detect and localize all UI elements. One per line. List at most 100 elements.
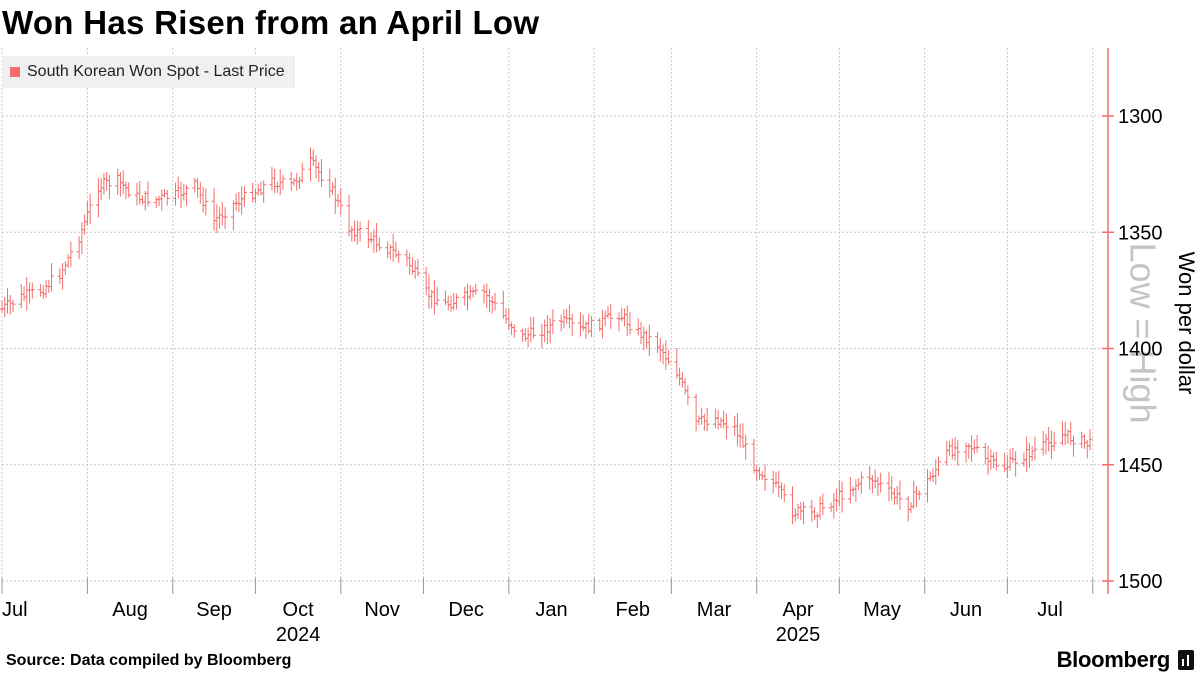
ohlc-bar (24, 276, 30, 311)
ohlc-bar (27, 282, 33, 304)
source-note: Source: Data compiled by Bloomberg (6, 652, 292, 669)
ohlc-bar (396, 250, 402, 263)
ohlc-bar (963, 442, 969, 463)
ohlc-bar (415, 258, 421, 277)
y-tick-label: 1400 (1118, 339, 1163, 361)
ohlc-bar (274, 181, 280, 193)
x-tick-label: Aug (112, 599, 148, 621)
ohlc-bar (60, 262, 66, 290)
ohlc-bar (1062, 421, 1068, 446)
x-tick-label: Oct (283, 599, 315, 621)
y-tick-label: 1500 (1118, 571, 1163, 593)
ohlc-bar (988, 449, 994, 470)
ohlc-bar (332, 177, 338, 214)
ohlc-bar (442, 290, 448, 306)
x-tick-label: May (863, 599, 901, 621)
ohlc-bar (586, 313, 592, 334)
ohlc-bar (258, 181, 264, 196)
ohlc-bar (663, 340, 669, 370)
ohlc-bar (602, 310, 608, 327)
ohlc-bar (511, 324, 517, 338)
ohlc-bar (239, 186, 245, 215)
ohlc-bar (1007, 448, 1013, 471)
ohlc-bar (222, 207, 228, 229)
ohlc-bar (817, 496, 823, 520)
bloomberg-logo: Bloomberg (1057, 647, 1194, 673)
ohlc-bar (1081, 434, 1087, 449)
x-tick-label: Feb (616, 599, 650, 621)
ohlc-bar (878, 472, 884, 493)
ohlc-bar (481, 284, 487, 304)
ohlc-bar (679, 372, 685, 388)
ohlc-bar (451, 292, 457, 311)
ohlc-bar (677, 367, 683, 386)
ohlc-bar (387, 244, 393, 260)
ohlc-bar (181, 183, 187, 201)
ohlc-bar (597, 317, 603, 332)
ohlc-bar (236, 191, 242, 213)
ohlc-bar (296, 176, 302, 189)
ohlc-bar (219, 202, 225, 226)
x-tick-label: Jul (1037, 599, 1063, 621)
y-axis-label: Won per dollar (1174, 252, 1199, 395)
ohlc-bar (660, 344, 666, 365)
x-tick-label: Apr (782, 599, 813, 621)
x-tick-label: Dec (448, 599, 484, 621)
ohlc-bar (87, 193, 93, 225)
ohlc-bar (927, 471, 933, 482)
ohlc-bar (272, 168, 278, 194)
ohlc-bar (288, 171, 294, 192)
ohlc-bar (1032, 436, 1038, 461)
ohlc-bar (214, 204, 220, 234)
ohlc-bar (522, 328, 528, 342)
ohlc-bar (872, 469, 878, 489)
bloomberg-chart-icon (1178, 650, 1194, 670)
ohlc-bar (558, 314, 564, 332)
ohlc-bar (770, 470, 776, 494)
ohlc-bar (1084, 440, 1090, 459)
brand-name: Bloomberg (1056, 647, 1171, 672)
ohlc-bar (65, 254, 71, 269)
ohlc-bar (313, 155, 319, 179)
ohlc-bar (588, 315, 594, 337)
ohlc-bar (261, 180, 267, 204)
ohlc-bar (754, 464, 760, 481)
ohlc-bar (599, 309, 605, 339)
ohlc-bar (49, 263, 55, 292)
ohlc-bar (916, 490, 922, 500)
ohlc-bar (156, 195, 162, 207)
ohlc-bar (203, 188, 209, 216)
ohlc-bar (966, 443, 972, 459)
ohlc-bar (773, 471, 779, 488)
ohlc-bar (740, 423, 746, 449)
ohlc-bar (1046, 427, 1052, 452)
legend-label: South Korean Won Spot - Last Price (27, 63, 285, 80)
ohlc-bar (619, 307, 625, 322)
ohlc-bar (834, 488, 840, 512)
ohlc-bar (462, 286, 468, 306)
ohlc-bar (836, 480, 842, 507)
ohlc-bar (1024, 436, 1030, 473)
ohlc-bar (76, 236, 82, 260)
ohlc-bar (993, 451, 999, 471)
ohlc-bar (159, 189, 165, 211)
ohlc-bar (801, 501, 807, 525)
ohlc-bar (470, 287, 476, 298)
x-ticks: Jul Aug Sep Oct Nov Dec Jan Feb Mar Apr May Jun Jul 2… (1, 578, 1094, 646)
ohlc-bar (542, 319, 548, 343)
ohlc-bar (299, 162, 305, 184)
ohlc-bar (18, 284, 24, 309)
ohlc-bar (330, 182, 336, 195)
ohlc-bar (307, 147, 313, 182)
ohlc-bar (985, 445, 991, 475)
ohlc-bar (539, 323, 545, 349)
ohlc-bar (352, 220, 358, 242)
ohlc-bar (434, 287, 440, 306)
ohlc-bar (291, 177, 297, 186)
ohlc-bar (349, 226, 355, 242)
ohlc-bar (944, 440, 950, 466)
ohlc-bar (894, 485, 900, 505)
ohlc-bar (57, 268, 63, 284)
ohlc-bar (115, 168, 121, 195)
ohlc-bar (569, 313, 575, 337)
